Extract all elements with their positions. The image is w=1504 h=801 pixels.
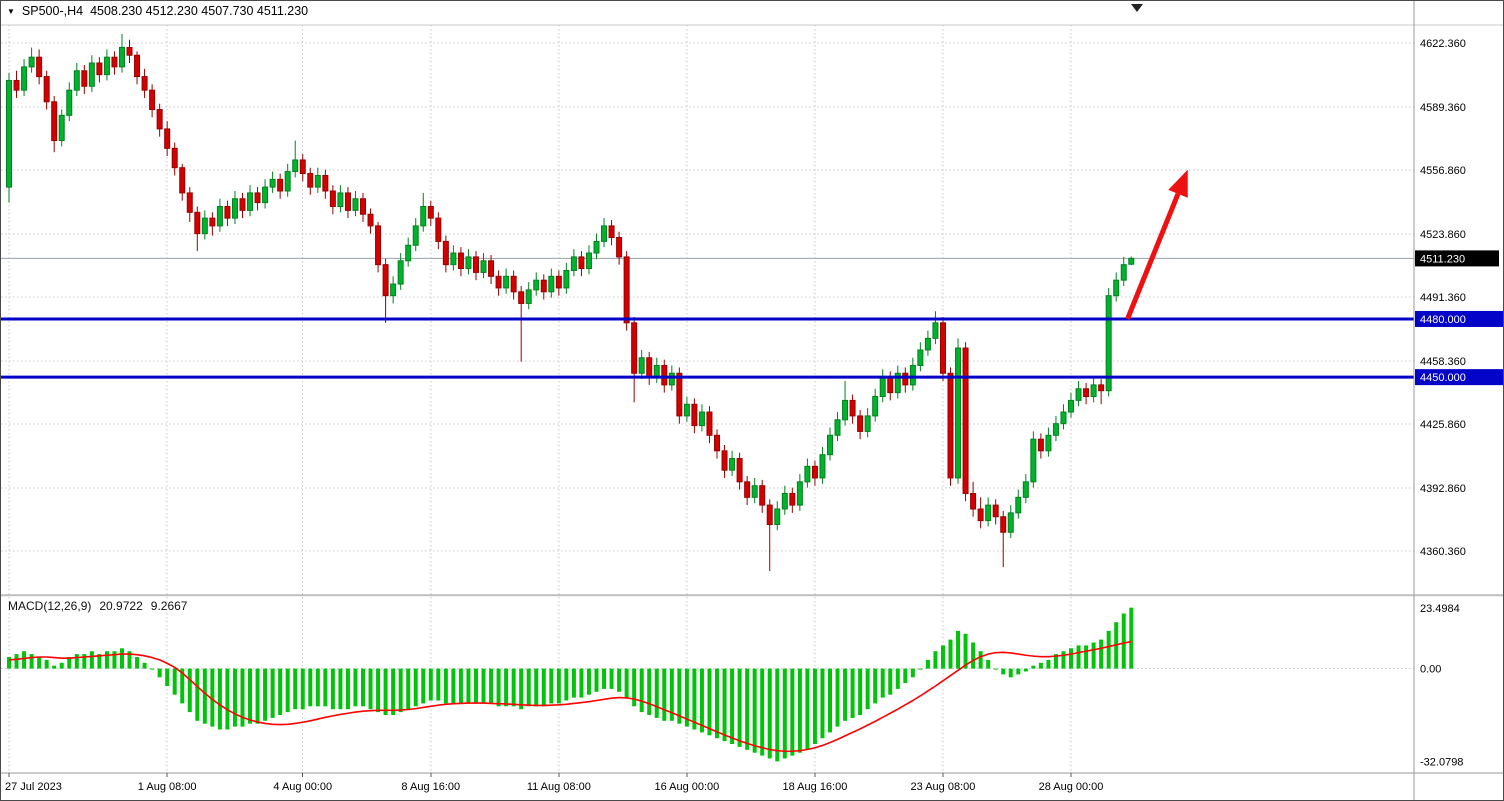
svg-text:4523.860: 4523.860 — [1420, 229, 1466, 241]
svg-text:4450.000: 4450.000 — [1420, 372, 1466, 384]
macd-indicator-label: MACD(12,26,9) 20.9722 9.2667 — [8, 599, 187, 613]
svg-text:16 Aug 00:00: 16 Aug 00:00 — [654, 781, 719, 793]
level-badge — [1415, 369, 1503, 386]
time-axis[interactable]: 27 Jul 2023 1 Aug 08:00 4 Aug 00:00 8 Aug 1… — [5, 773, 1103, 793]
svg-text:18 Aug 16:00: 18 Aug 16:00 — [783, 781, 848, 793]
macd-name: MACD(12,26,9) — [8, 599, 92, 613]
svg-text:4589.360: 4589.360 — [1420, 102, 1466, 114]
svg-text:4491.360: 4491.360 — [1420, 292, 1466, 304]
svg-text:4458.360: 4458.360 — [1420, 356, 1466, 368]
trend-arrow-annotation[interactable] — [1125, 169, 1188, 320]
svg-text:4392.860: 4392.860 — [1420, 483, 1466, 495]
svg-text:28 Aug 00:00: 28 Aug 00:00 — [1039, 781, 1104, 793]
svg-text:27 Jul 2023: 27 Jul 2023 — [5, 781, 62, 793]
last-price-badge: 4511.230 — [1415, 250, 1499, 267]
svg-text:4511.230: 4511.230 — [1420, 253, 1465, 265]
macd-histogram — [7, 607, 1134, 762]
svg-text:4360.360: 4360.360 — [1420, 546, 1466, 558]
svg-text:0.00: 0.00 — [1420, 664, 1441, 676]
price-axis[interactable]: 4622.360 4589.360 4556.860 4523.860 4491.360… — [1420, 38, 1466, 769]
symbol-dropdown-icon[interactable]: ▼ — [7, 7, 15, 16]
svg-text:4556.860: 4556.860 — [1420, 165, 1466, 177]
svg-text:4480.000: 4480.000 — [1420, 314, 1466, 326]
macd-signal-line — [8, 640, 1132, 753]
symbol-title: SP500-,H4 — [21, 4, 84, 18]
candlestick-series — [6, 33, 1135, 572]
svg-text:4425.860: 4425.860 — [1420, 419, 1466, 431]
ohlc-values: 4508.230 4512.230 4507.730 4511.230 — [90, 4, 309, 18]
macd-signal-value: 9.2667 — [150, 599, 188, 613]
svg-text:4 Aug 00:00: 4 Aug 00:00 — [273, 781, 332, 793]
svg-text:4622.360: 4622.360 — [1420, 38, 1466, 50]
svg-text:-32.0798: -32.0798 — [1420, 757, 1463, 769]
svg-text:23 Aug 08:00: 23 Aug 08:00 — [911, 781, 976, 793]
svg-text:8 Aug 16:00: 8 Aug 16:00 — [401, 781, 460, 793]
level-badge — [1415, 310, 1503, 327]
chart-shift-marker-icon[interactable] — [1131, 4, 1143, 12]
svg-text:1 Aug 08:00: 1 Aug 08:00 — [138, 781, 197, 793]
symbol-header: ▼ SP500-,H4 4508.230 4512.230 4507.730 4… — [7, 4, 308, 18]
svg-text:11 Aug 08:00: 11 Aug 08:00 — [527, 781, 591, 793]
horizontal-level-lines[interactable]: 4480.000 4450.000 — [1, 310, 1504, 386]
macd-main-value: 20.9722 — [99, 599, 143, 613]
svg-text:23.4984: 23.4984 — [1420, 603, 1460, 615]
